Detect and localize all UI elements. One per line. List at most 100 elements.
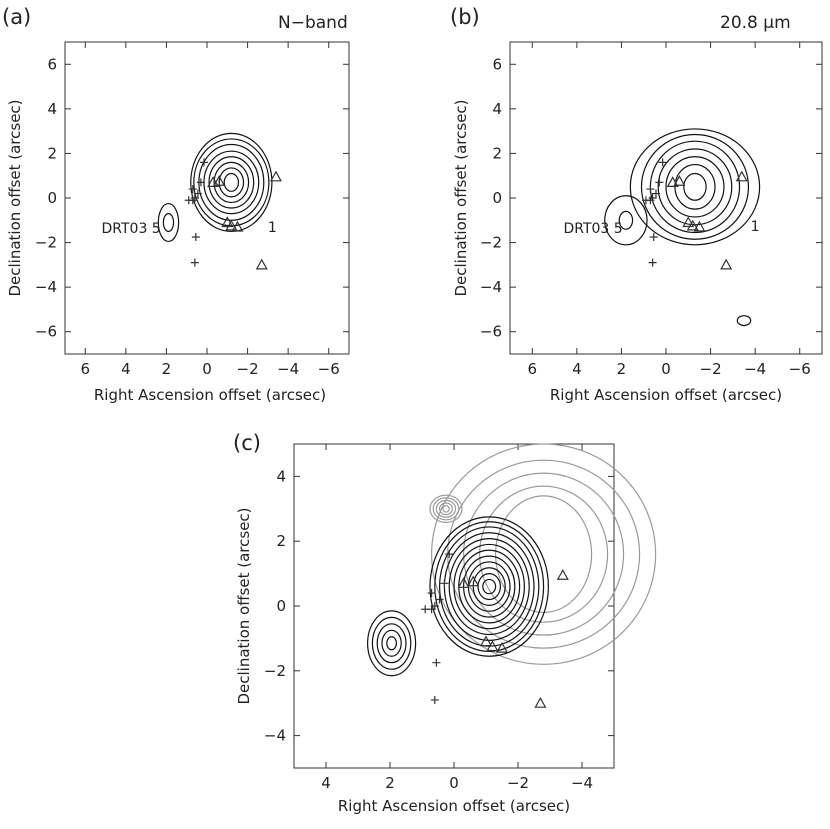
y-tick-label: −4 — [480, 278, 502, 296]
plus-marker — [655, 178, 664, 187]
gray-contour-line — [439, 502, 454, 516]
y-tick-label: 4 — [276, 467, 286, 485]
x-tick-label: 6 — [81, 360, 91, 378]
triangle-marker — [666, 176, 679, 187]
contour-line — [190, 132, 273, 233]
plus-marker — [421, 605, 430, 614]
gray-contour-line — [430, 443, 657, 665]
plus-marker — [658, 158, 667, 167]
contour-line — [736, 315, 752, 327]
x-tick-label: 0 — [202, 360, 212, 378]
x-tick-label: −4 — [277, 360, 299, 378]
triangle-marker — [693, 220, 706, 232]
y-tick-label: 2 — [276, 532, 286, 550]
gray-contour-line — [494, 495, 593, 614]
contour-line — [203, 150, 260, 215]
ticks-group: 4 2 0 −2 −4 −4 −2 0 2 4 — [264, 444, 614, 792]
y-tick-label: 0 — [492, 189, 502, 207]
gray-contour-line — [429, 494, 463, 524]
plus-marker — [651, 189, 660, 198]
plus-marker — [199, 158, 208, 167]
triangle-marker — [269, 170, 282, 182]
source-label: DRT03 5 — [102, 221, 161, 237]
plot-layer: 1 DRT03 5 — [102, 132, 282, 270]
source-label: 1 — [268, 220, 277, 236]
panel-label: (b) — [450, 5, 480, 29]
ticks-group: 6 4 2 0 −2 −4 −6 −6 −4 −2 0 2 4 6 — [480, 42, 822, 378]
x-tick-label: −2 — [700, 360, 722, 378]
x-tick-label: 2 — [162, 360, 172, 378]
contour-line — [162, 212, 175, 233]
plot-layer: 1 DRT03 5 — [563, 128, 761, 327]
band-label: N−band — [278, 13, 348, 33]
plus-marker — [188, 185, 197, 194]
triangle-marker — [682, 216, 695, 228]
contour-line — [223, 172, 240, 192]
triangle-marker — [735, 170, 748, 182]
x-tick-label: 2 — [617, 360, 627, 378]
contour-line — [381, 629, 402, 657]
contour-line — [604, 195, 648, 246]
triangle-marker — [467, 575, 480, 587]
plot-layer — [367, 443, 657, 708]
contour-line — [443, 532, 535, 641]
contour-line — [386, 636, 398, 651]
ticks-group: 6 4 2 0 −2 −4 −6 −6 −4 −2 0 2 4 6 — [35, 42, 349, 378]
y-tick-label: −6 — [35, 323, 57, 341]
plus-marker — [440, 579, 449, 588]
plus-marker — [193, 189, 202, 198]
contour-line — [618, 210, 634, 230]
gray-contour-line — [462, 472, 625, 636]
x-tick-label: 4 — [121, 360, 131, 378]
triangle-marker — [457, 577, 470, 588]
triangle-marker — [534, 696, 547, 708]
plus-marker — [191, 233, 200, 241]
triangle-marker — [486, 640, 499, 652]
source-label: 1 — [751, 219, 760, 235]
gray-contour-line — [432, 497, 460, 521]
contour-line — [665, 156, 725, 218]
x-tick-label: −4 — [744, 360, 766, 378]
y-tick-label: −2 — [35, 234, 57, 252]
x-axis-title: Right Ascension offset (arcsec) — [94, 386, 326, 404]
contour-line — [376, 623, 407, 664]
source-label: DRT03 5 — [563, 221, 622, 237]
panel-a: (a) N−band Right Ascension offset (arcse… — [2, 5, 350, 404]
triangle-marker — [686, 219, 699, 231]
contour-line — [463, 555, 516, 618]
triangle-marker — [479, 635, 493, 647]
panel-b: (b) 20.8 μm Right Ascension offset (arcs… — [450, 5, 823, 404]
plus-marker — [190, 258, 199, 267]
contour-line — [649, 140, 741, 234]
plus-marker — [649, 233, 658, 241]
panel-label: (a) — [2, 5, 31, 29]
triangle-marker — [556, 568, 569, 580]
y-tick-label: −4 — [35, 278, 57, 296]
plus-marker — [445, 550, 454, 559]
contour-line — [629, 128, 761, 246]
contour-line — [640, 133, 750, 240]
x-tick-label: 0 — [661, 360, 671, 378]
x-tick-label: 4 — [572, 360, 582, 378]
y-tick-label: 2 — [47, 144, 57, 162]
y-tick-label: −2 — [480, 234, 502, 252]
x-tick-label: 4 — [321, 774, 331, 792]
band-label: 20.8 μm — [720, 13, 791, 33]
panel-c: (c) Right Ascension offset (arcsec) Decl… — [233, 431, 657, 815]
triangle-marker — [673, 175, 686, 186]
contour-line — [218, 167, 245, 198]
x-tick-label: 6 — [528, 360, 538, 378]
contour-line — [472, 567, 506, 606]
plus-marker — [646, 185, 655, 194]
x-axis-title: Right Ascension offset (arcsec) — [550, 386, 782, 404]
contour-line — [482, 578, 497, 595]
gray-contour-line — [442, 504, 450, 513]
y-tick-label: 2 — [492, 144, 502, 162]
contour-line — [477, 572, 501, 601]
x-tick-label: −2 — [507, 774, 529, 792]
plus-marker — [427, 589, 436, 598]
x-tick-label: −2 — [237, 360, 259, 378]
y-tick-label: 4 — [492, 100, 502, 118]
triangle-marker — [255, 258, 268, 270]
